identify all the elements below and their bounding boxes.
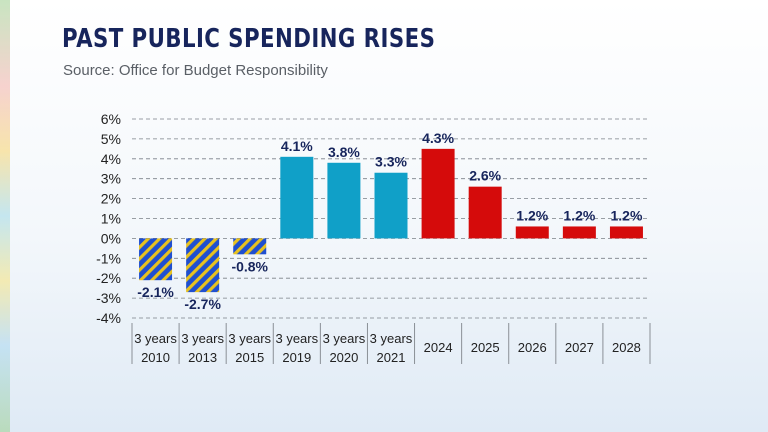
data-label: 3.8% <box>328 144 360 160</box>
data-label: 1.2% <box>610 207 642 223</box>
data-label: -0.8% <box>231 258 268 274</box>
y-tick-label: -4% <box>96 310 121 326</box>
y-tick-label: -2% <box>96 270 121 286</box>
x-tick-label-period: 3 years <box>370 331 413 346</box>
data-label: 2.6% <box>469 168 501 184</box>
y-tick-label: 6% <box>101 111 121 127</box>
x-tick-label-year: 2021 <box>377 350 406 365</box>
y-tick-label: 0% <box>101 230 121 246</box>
bar <box>609 226 643 239</box>
x-tick-label-year: 2019 <box>282 350 311 365</box>
y-tick-label: -1% <box>96 250 121 266</box>
x-tick-label-year: 2027 <box>565 340 594 355</box>
y-tick-label: 1% <box>101 211 121 227</box>
bar <box>468 186 502 239</box>
data-label: 1.2% <box>516 207 548 223</box>
x-tick-label-period: 3 years <box>275 331 318 346</box>
bar <box>327 162 361 239</box>
x-tick-label-period: 3 years <box>323 331 366 346</box>
bar <box>186 238 220 293</box>
data-label: 3.3% <box>375 154 407 170</box>
data-label: 1.2% <box>563 207 595 223</box>
x-tick-label-year: 2010 <box>141 350 170 365</box>
bar <box>515 226 549 239</box>
x-tick-label-period: 3 years <box>181 331 224 346</box>
y-tick-label: 3% <box>101 171 121 187</box>
bar <box>280 156 314 239</box>
chart-title: PAST PUBLIC SPENDING RISES <box>62 24 436 54</box>
x-tick-label-year: 2026 <box>518 340 547 355</box>
data-label: 4.3% <box>422 130 454 146</box>
x-tick-label-year: 2013 <box>188 350 217 365</box>
bar <box>233 238 267 255</box>
x-tick-label-period: 3 years <box>228 331 271 346</box>
data-label: -2.7% <box>184 296 221 312</box>
x-tick-label-year: 2015 <box>235 350 264 365</box>
x-tick-label-year: 2028 <box>612 340 641 355</box>
bar <box>139 238 173 281</box>
data-label: -2.1% <box>137 284 174 300</box>
y-tick-label: 4% <box>101 151 121 167</box>
bar <box>562 226 596 239</box>
y-tick-label: 2% <box>101 191 121 207</box>
bar <box>374 172 408 239</box>
decorative-edge-strip <box>0 0 10 432</box>
x-tick-label-year: 2024 <box>424 340 453 355</box>
data-label: 4.1% <box>281 138 313 154</box>
x-tick-label-year: 2020 <box>329 350 358 365</box>
x-tick-label-period: 3 years <box>134 331 177 346</box>
chart-source: Source: Office for Budget Responsibility <box>63 62 328 79</box>
y-tick-label: -3% <box>96 290 121 306</box>
bar <box>421 148 455 239</box>
x-tick-label-year: 2025 <box>471 340 500 355</box>
y-tick-label: 5% <box>101 131 121 147</box>
